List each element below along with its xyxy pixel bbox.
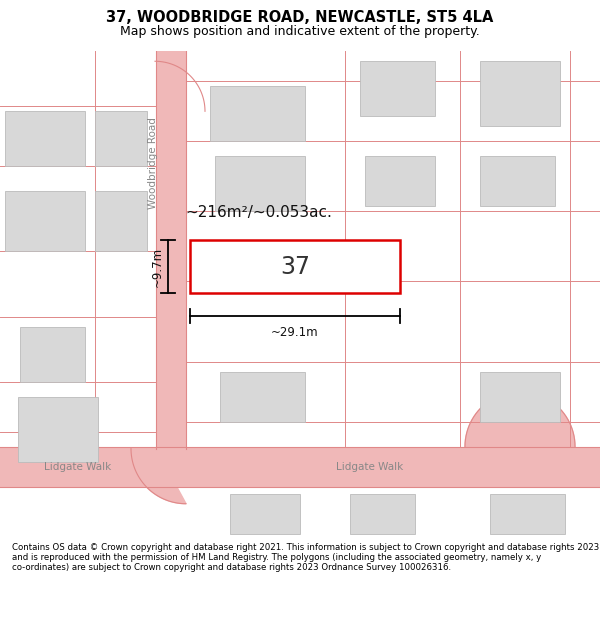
Bar — [156, 51, 186, 449]
Bar — [210, 86, 305, 141]
Text: Map shows position and indicative extent of the property.: Map shows position and indicative extent… — [120, 26, 480, 39]
Text: Contains OS data © Crown copyright and database right 2021. This information is : Contains OS data © Crown copyright and d… — [12, 542, 599, 572]
Bar — [5, 191, 85, 251]
Bar — [480, 61, 560, 126]
Bar — [0, 447, 600, 487]
Bar — [18, 397, 98, 462]
Text: ~9.7m: ~9.7m — [151, 247, 164, 287]
Bar — [360, 61, 435, 116]
Bar — [480, 156, 555, 206]
Bar — [365, 156, 435, 206]
Polygon shape — [131, 449, 186, 504]
Text: ~29.1m: ~29.1m — [271, 326, 319, 339]
Text: Lidgate Walk: Lidgate Walk — [337, 462, 404, 472]
Bar — [190, 241, 400, 294]
Bar — [480, 372, 560, 422]
Bar — [220, 372, 305, 422]
Text: 37: 37 — [280, 255, 310, 279]
Text: ~216m²/~0.053ac.: ~216m²/~0.053ac. — [185, 205, 332, 220]
Text: 37, WOODBRIDGE ROAD, NEWCASTLE, ST5 4LA: 37, WOODBRIDGE ROAD, NEWCASTLE, ST5 4LA — [106, 10, 494, 25]
Polygon shape — [465, 392, 575, 447]
Bar — [5, 111, 85, 166]
Bar — [490, 494, 565, 534]
Bar — [95, 111, 147, 166]
Bar — [20, 326, 85, 382]
Text: Woodbridge Road: Woodbridge Road — [148, 118, 158, 209]
Bar — [95, 191, 147, 251]
Text: Lidgate Walk: Lidgate Walk — [44, 462, 112, 472]
Bar — [350, 494, 415, 534]
Bar — [215, 156, 305, 211]
Bar — [230, 494, 300, 534]
